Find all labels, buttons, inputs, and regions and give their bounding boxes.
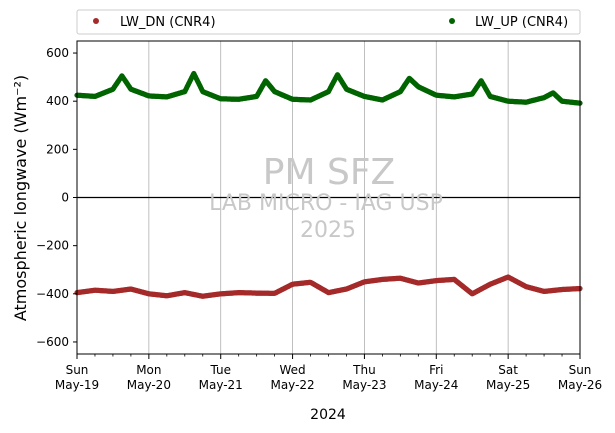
y-axis-label: Atmospheric longwave (Wm⁻²) (11, 75, 30, 321)
x-tick-day: Fri (429, 363, 443, 377)
legend-label-lw-up: LW_UP (CNR4) (475, 15, 568, 30)
x-tick-day: Mon (136, 363, 161, 377)
y-tick-label: −400 (36, 287, 69, 301)
x-tick-label: May-20 (127, 378, 171, 392)
x-tick-label: May-21 (199, 378, 243, 392)
y-tick-label: 400 (46, 94, 69, 108)
x-tick-label: May-22 (270, 378, 314, 392)
watermark: PM SFZ LAB MICRO - IAG USP 2025 (209, 152, 443, 243)
series-layer (74, 70, 583, 299)
legend-marker-lw-dn (93, 18, 99, 24)
x-tick-day: Thu (352, 363, 376, 377)
x-tick-label: May-24 (414, 378, 458, 392)
y-tick-label: 200 (46, 142, 69, 156)
watermark-line-3: 2025 (300, 218, 356, 243)
x-tick-label: May-19 (55, 378, 99, 392)
x-tick-day: Wed (279, 363, 305, 377)
y-tick-label: 0 (61, 191, 69, 205)
legend-label-lw-dn: LW_DN (CNR4) (120, 15, 216, 30)
watermark-line-1: PM SFZ (263, 152, 395, 193)
y-tick-label: 600 (46, 46, 69, 60)
legend: LW_DN (CNR4) LW_UP (CNR4) (76, 9, 581, 35)
y-axis: −600 −400 −200 0 200 400 600 (36, 46, 77, 349)
series-1 (74, 70, 583, 106)
x-axis-label: 2024 (310, 407, 346, 423)
x-tick-day: Tue (209, 363, 231, 377)
legend-marker-lw-up (449, 18, 455, 24)
x-tick-day: Sat (498, 363, 518, 377)
x-tick-day: Sun (66, 363, 89, 377)
x-tick-label: May-23 (342, 378, 386, 392)
x-axis: SunMay-19MonMay-20TueMay-21WedMay-22ThuM… (55, 354, 602, 392)
y-tick-label: −600 (36, 335, 69, 349)
x-tick-day: Sun (569, 363, 592, 377)
x-tick-label: May-26 (558, 378, 602, 392)
watermark-line-2: LAB MICRO - IAG USP (209, 191, 443, 216)
y-tick-label: −200 (36, 239, 69, 253)
legend-frame (76, 9, 581, 35)
x-tick-label: May-25 (486, 378, 530, 392)
